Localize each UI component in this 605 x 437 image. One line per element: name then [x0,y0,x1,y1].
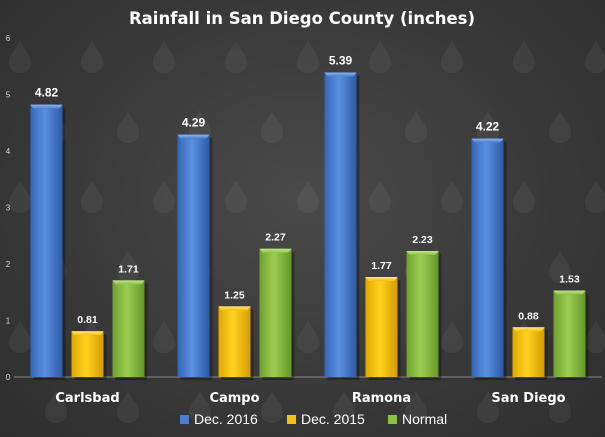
raindrop-icon [189,390,211,423]
raindrop-icon [117,250,139,283]
y-axis: 0 1 2 3 4 5 6 [6,34,602,382]
raindrop-icon [153,40,175,73]
raindrop-icon [117,110,139,143]
raindrop-icon [297,180,319,213]
bar-dec-2015-carlsbad [71,331,104,377]
raindrop-icon [333,390,355,423]
raindrop-icon [9,320,31,353]
raindrop-icon [441,180,463,213]
raindrop-icon [441,40,463,73]
bar-bevel [471,138,504,143]
category-label: San Diego [491,391,565,406]
data-label: 4.82 [35,86,59,100]
raindrop-icon [513,40,535,73]
data-label: 2.27 [265,232,286,244]
bar-bevel [512,327,545,332]
bar-normal-campo [259,248,292,377]
y-tick-label: 5 [6,91,11,100]
y-tick-label: 6 [6,34,11,43]
raindrop-icon [225,180,247,213]
raindrop-icon [405,110,427,143]
bar-dec-2016-carlsbad [30,104,63,378]
data-label-group: 4.82 0.81 1.71 4.29 1.25 2.27 5.39 1.77 2.23 4.22… [35,53,580,326]
raindrop-icon [9,180,31,213]
data-label: 0.88 [518,310,539,322]
bar-dec-2016-campo [177,134,210,377]
raindrop-icon [81,40,103,73]
legend-swatch [287,415,296,424]
data-label: 4.29 [182,116,206,130]
bar-dec-2015-campo [218,306,251,377]
raindrop-icon [549,110,571,143]
legend-label: Dec. 2016 [194,411,258,427]
raindrop-icon [9,40,31,73]
raindrop-icon [153,320,175,353]
y-tick-label: 0 [6,373,11,382]
bar-bevel [324,72,357,77]
data-label: 0.81 [77,314,98,326]
raindrop-icon [441,320,463,353]
data-label: 5.39 [329,53,353,67]
raindrop-icon [261,390,283,423]
raindrop-icon [585,320,605,353]
raindrop-icon [549,390,571,423]
raindrop-icon [117,390,139,423]
bar-bevel [30,104,63,109]
bar-normal-carlsbad [112,280,145,377]
raindrop-icon [585,180,605,213]
raindrop-icon [477,110,499,143]
raindrop-icon [369,40,391,73]
bar-bevel [365,276,398,281]
raindrop-icon [261,110,283,143]
legend-label: Dec. 2015 [301,411,365,427]
raindrop-icon [45,390,67,423]
legend-swatch [180,415,189,424]
x-axis-categories: Carlsbad Campo Ramona San Diego [55,391,565,406]
category-label: Campo [209,391,259,406]
bar-dec-2015-san-diego [512,327,545,377]
bar-dec-2016-ramona [324,72,357,377]
data-label: 1.77 [371,260,392,272]
category-label: Ramona [352,391,411,406]
raindrop-icon [513,180,535,213]
raindrop-icon [369,180,391,213]
y-tick-label: 3 [6,204,11,213]
category-label: Carlsbad [55,391,119,406]
y-tick-label: 2 [6,260,11,269]
legend-label: Normal [402,411,447,427]
y-tick-label: 1 [6,317,11,326]
raindrop-icon [585,40,605,73]
raindrop-icon [405,390,427,423]
bar-normal-ramona [406,251,439,377]
raindrop-icon [225,40,247,73]
raindrop-icon [153,180,175,213]
bar-bevel [406,251,439,256]
bar-dec-2015-ramona [365,276,398,377]
raindrop-icon [81,180,103,213]
bar-bevel [112,280,145,285]
raindrop-icon [549,250,571,283]
data-label: 1.53 [559,274,580,286]
raindrop-icon [477,390,499,423]
bar-bevel [553,290,586,295]
legend-swatch [388,415,397,424]
data-label: 1.25 [224,289,245,301]
chart-title: Rainfall in San Diego County (inches) [129,9,475,28]
raindrop-icon [297,320,319,353]
legend: Dec. 2016 Dec. 2015 Normal [180,411,447,427]
data-label: 4.22 [476,120,500,134]
bar-normal-san-diego [553,290,586,377]
data-label: 2.23 [412,234,433,246]
y-tick-label: 4 [6,147,11,156]
raindrop-icon [297,40,319,73]
bar-dec-2016-san-diego [471,138,504,377]
data-label: 1.71 [118,263,139,275]
bar-bevel [218,306,251,311]
bar-bevel [71,331,104,336]
bar-bevel [177,134,210,139]
bar-group [30,72,589,381]
bar-bevel [259,248,292,253]
